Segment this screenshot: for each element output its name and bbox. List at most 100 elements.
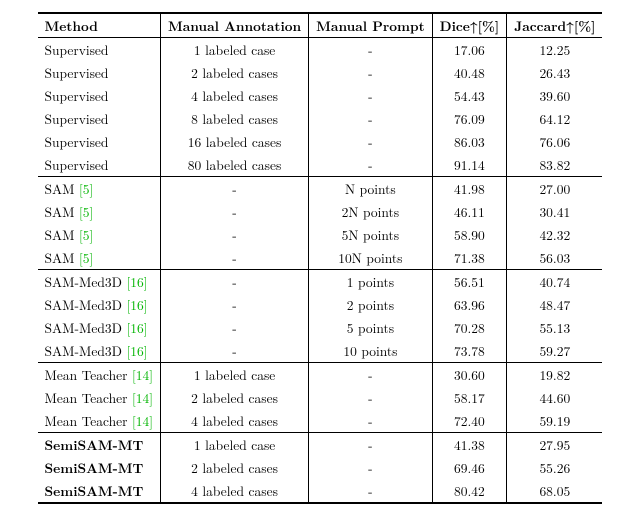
cell-manual-annotation: -: [160, 293, 308, 316]
cell-dice: 46.11: [432, 200, 507, 223]
table-row: Supervised4 labeled cases-54.4339.60: [38, 84, 603, 107]
cell-manual-prompt: -: [309, 456, 433, 479]
cell-manual-prompt: -: [309, 107, 433, 130]
cell-dice: 56.51: [432, 270, 507, 294]
cell-manual-annotation: 1 labeled case: [160, 363, 308, 387]
table-body: Supervised1 labeled case-17.0612.25Super…: [38, 38, 603, 504]
citation: [16]: [126, 295, 147, 314]
citation: [5]: [79, 202, 93, 221]
cell-method: Mean Teacher [14]: [38, 409, 161, 433]
cell-method: SAM [5]: [38, 223, 161, 246]
table-row: Supervised8 labeled cases-76.0964.12: [38, 107, 603, 130]
cell-manual-prompt: -: [309, 479, 433, 503]
cell-dice: 41.38: [432, 433, 507, 457]
cell-dice: 17.06: [432, 38, 507, 62]
cell-jaccard: 19.82: [507, 363, 603, 387]
cell-manual-annotation: -: [160, 339, 308, 363]
cell-method: SAM [5]: [38, 200, 161, 223]
cell-jaccard: 64.12: [507, 107, 603, 130]
cell-jaccard: 44.60: [507, 386, 603, 409]
cell-method: Supervised: [38, 130, 161, 153]
cell-jaccard: 27.95: [507, 433, 603, 457]
cell-manual-prompt: -: [309, 386, 433, 409]
table-row: SAM-Med3D [16]-1 points56.5140.74: [38, 270, 603, 294]
table-row: Supervised1 labeled case-17.0612.25: [38, 38, 603, 62]
cell-manual-annotation: 2 labeled cases: [160, 456, 308, 479]
cell-manual-prompt: -: [309, 84, 433, 107]
cell-method: SemiSAM-MT: [38, 479, 161, 503]
citation: [5]: [79, 179, 93, 198]
table-row: SAM [5]-2N points46.1130.41: [38, 200, 603, 223]
cell-dice: 30.60: [432, 363, 507, 387]
cell-jaccard: 83.82: [507, 153, 603, 177]
cell-manual-annotation: 4 labeled cases: [160, 409, 308, 433]
citation: [16]: [126, 341, 147, 360]
table-row: SAM [5]-10N points71.3856.03: [38, 246, 603, 270]
cell-dice: 91.14: [432, 153, 507, 177]
cell-method: Supervised: [38, 107, 161, 130]
table-row: SAM-Med3D [16]-2 points63.9648.47: [38, 293, 603, 316]
table-row: Supervised2 labeled cases-40.4826.43: [38, 61, 603, 84]
cell-method: SAM [5]: [38, 246, 161, 270]
cell-manual-annotation: -: [160, 200, 308, 223]
citation: [14]: [132, 388, 153, 407]
cell-jaccard: 40.74: [507, 270, 603, 294]
cell-jaccard: 42.32: [507, 223, 603, 246]
cell-manual-prompt: -: [309, 38, 433, 62]
cell-dice: 54.43: [432, 84, 507, 107]
cell-manual-prompt: N points: [309, 177, 433, 201]
header-row: Method Manual Annotation Manual Prompt D…: [38, 13, 603, 38]
cell-method: Supervised: [38, 38, 161, 62]
cell-dice: 70.28: [432, 316, 507, 339]
table-row: Supervised80 labeled cases-91.1483.82: [38, 153, 603, 177]
cell-method: Supervised: [38, 61, 161, 84]
cell-manual-prompt: -: [309, 153, 433, 177]
cell-method: SAM-Med3D [16]: [38, 293, 161, 316]
cell-manual-prompt: -: [309, 409, 433, 433]
cell-dice: 80.42: [432, 479, 507, 503]
cell-manual-annotation: 4 labeled cases: [160, 84, 308, 107]
cell-jaccard: 27.00: [507, 177, 603, 201]
cell-method: SAM-Med3D [16]: [38, 270, 161, 294]
results-table: Method Manual Annotation Manual Prompt D…: [38, 12, 603, 504]
citation: [14]: [132, 365, 153, 384]
cell-manual-annotation: 80 labeled cases: [160, 153, 308, 177]
table-row: SAM [5]-N points41.9827.00: [38, 177, 603, 201]
cell-method: Supervised: [38, 84, 161, 107]
header-manual-prompt: Manual Prompt: [309, 13, 433, 38]
table-row: Mean Teacher [14]1 labeled case-30.6019.…: [38, 363, 603, 387]
cell-manual-annotation: -: [160, 270, 308, 294]
cell-method: Supervised: [38, 153, 161, 177]
cell-manual-prompt: -: [309, 363, 433, 387]
cell-manual-annotation: -: [160, 223, 308, 246]
header-method: Method: [38, 13, 161, 38]
cell-jaccard: 48.47: [507, 293, 603, 316]
cell-manual-prompt: 2N points: [309, 200, 433, 223]
cell-manual-prompt: 5N points: [309, 223, 433, 246]
cell-dice: 76.09: [432, 107, 507, 130]
cell-method: SAM [5]: [38, 177, 161, 201]
cell-jaccard: 26.43: [507, 61, 603, 84]
citation: [5]: [79, 225, 93, 244]
cell-dice: 58.90: [432, 223, 507, 246]
cell-manual-annotation: 4 labeled cases: [160, 479, 308, 503]
table-row: Mean Teacher [14]2 labeled cases-58.1744…: [38, 386, 603, 409]
cell-manual-annotation: 2 labeled cases: [160, 61, 308, 84]
cell-manual-annotation: 1 labeled case: [160, 38, 308, 62]
cell-jaccard: 56.03: [507, 246, 603, 270]
cell-manual-prompt: 1 points: [309, 270, 433, 294]
cell-manual-prompt: -: [309, 433, 433, 457]
table-row: SemiSAM-MT2 labeled cases-69.4655.26: [38, 456, 603, 479]
cell-dice: 73.78: [432, 339, 507, 363]
cell-manual-annotation: 8 labeled cases: [160, 107, 308, 130]
header-manual-annotation: Manual Annotation: [160, 13, 308, 38]
cell-jaccard: 68.05: [507, 479, 603, 503]
table-row: Supervised16 labeled cases-86.0376.06: [38, 130, 603, 153]
cell-manual-prompt: 10 points: [309, 339, 433, 363]
table-row: SAM-Med3D [16]-10 points73.7859.27: [38, 339, 603, 363]
table-row: SemiSAM-MT4 labeled cases-80.4268.05: [38, 479, 603, 503]
cell-dice: 69.46: [432, 456, 507, 479]
cell-method: SemiSAM-MT: [38, 456, 161, 479]
cell-manual-annotation: -: [160, 246, 308, 270]
cell-method: Mean Teacher [14]: [38, 363, 161, 387]
